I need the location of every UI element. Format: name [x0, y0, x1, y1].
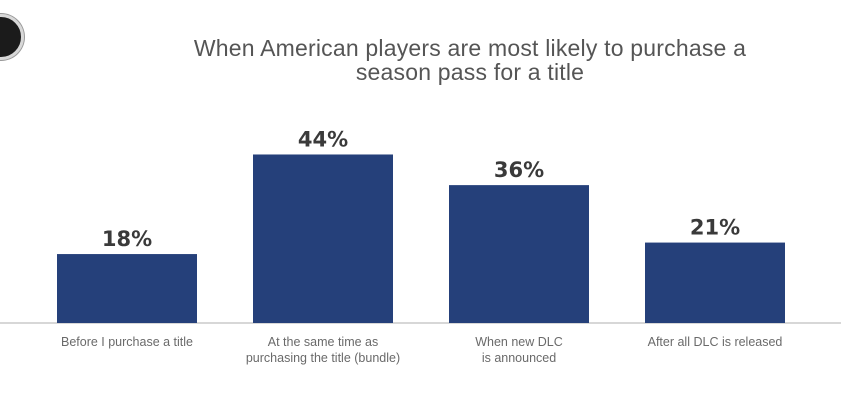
- data-label-1: 18%: [102, 227, 152, 251]
- category-label-4-line-1: After all DLC is released: [648, 335, 783, 349]
- bar-2: [253, 154, 393, 323]
- chart-title-line-2: season pass for a title: [355, 59, 585, 85]
- chart-title: When American players are most likely to…: [160, 36, 780, 84]
- category-label-2-line-1: At the same time as: [268, 335, 378, 349]
- category-label-3-line-1: When new DLC: [475, 335, 563, 349]
- category-label-1-line-1: Before I purchase a title: [61, 335, 193, 349]
- bar-3: [449, 185, 589, 323]
- data-label-4: 21%: [690, 216, 740, 240]
- bar-1: [57, 254, 197, 323]
- category-label-2-line-2: purchasing the title (bundle): [246, 351, 400, 365]
- bar-4: [645, 242, 785, 323]
- chart-title-line-1: When American players are most likely to…: [193, 35, 747, 61]
- data-label-3: 36%: [494, 158, 544, 182]
- category-label-3-line-2: is announced: [482, 351, 556, 365]
- data-label-2: 44%: [298, 127, 348, 151]
